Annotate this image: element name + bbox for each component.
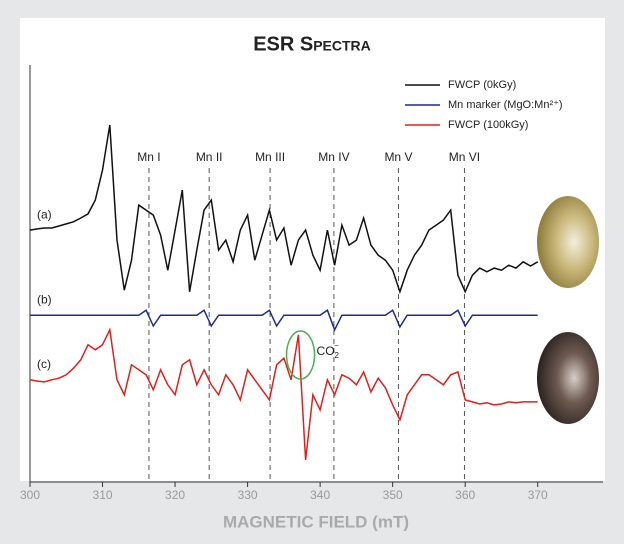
annotation-sup: − <box>334 341 339 350</box>
legend-label: Mn marker (MgO:Mn²⁺) <box>448 99 563 111</box>
marker-label: Mn II <box>196 150 223 164</box>
legend-label: FWCP (0kGy) <box>448 79 516 91</box>
series-label: (a) <box>37 207 52 221</box>
marker-label: Mn III <box>255 150 285 164</box>
marker-label: Mn VI <box>449 150 480 164</box>
x-tick-label: 350 <box>383 488 403 502</box>
series-line <box>29 124 539 295</box>
shell-photo <box>537 332 599 424</box>
x-tick-label: 320 <box>165 488 185 502</box>
series-label: (b) <box>37 292 52 306</box>
x-tick-label: 330 <box>238 488 258 502</box>
marker-label: Mn IV <box>318 150 349 164</box>
legend-label: FWCP (100kGy) <box>448 119 528 131</box>
x-tick-label: 310 <box>93 488 113 502</box>
series-line <box>29 327 538 460</box>
marker-label: Mn V <box>384 150 412 164</box>
annotation: CO2− <box>317 341 340 360</box>
series-line <box>30 309 538 332</box>
chart-title: ESR Spectra <box>253 33 371 55</box>
annotation-main: CO <box>317 344 335 358</box>
x-tick-label: 360 <box>455 488 475 502</box>
shell-photo <box>537 196 599 288</box>
x-tick-label: 370 <box>528 488 548 502</box>
highlight-circle <box>285 330 316 380</box>
annotation-sub: 2 <box>335 351 340 360</box>
marker-label: Mn I <box>137 150 160 164</box>
x-axis-title: MAGNETIC FIELD (mT) <box>223 512 409 531</box>
x-tick-label: 340 <box>310 488 330 502</box>
series-label: (c) <box>37 357 51 371</box>
x-tick-label: 300 <box>20 488 40 502</box>
panel <box>20 18 605 481</box>
